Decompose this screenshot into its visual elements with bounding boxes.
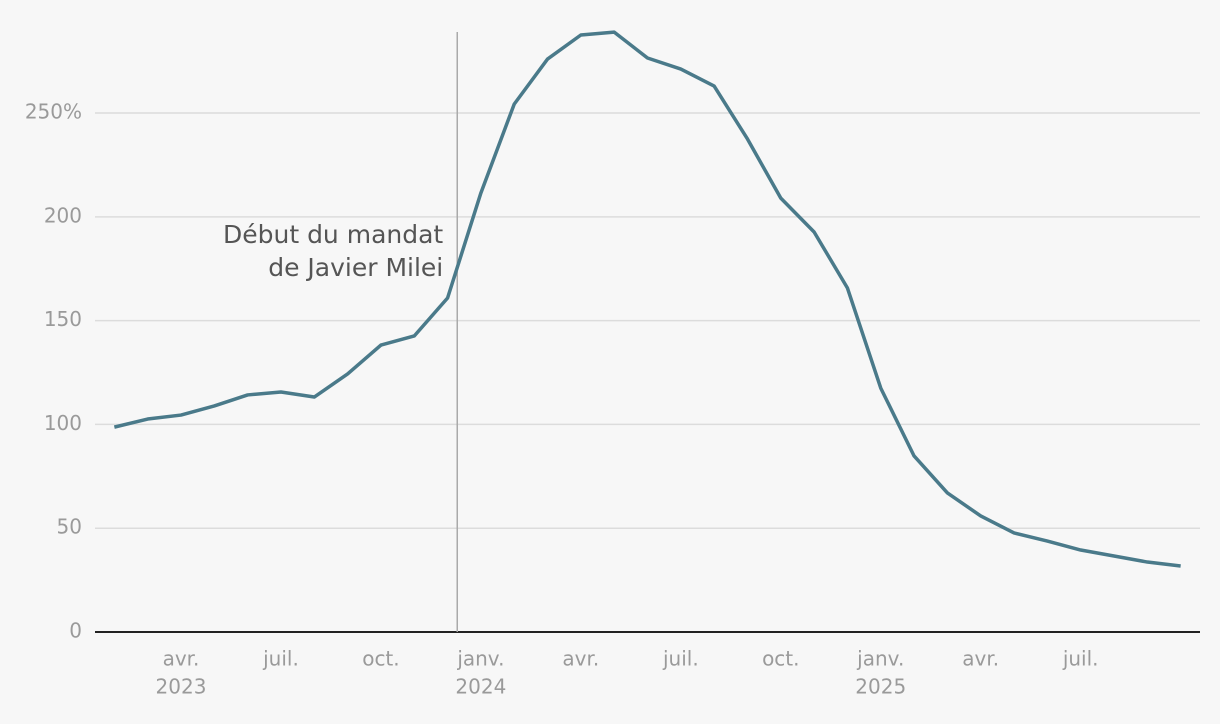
x-tick-label: janv. [856,647,904,671]
x-tick-label: oct. [762,647,799,671]
y-tick-label: 50 [57,515,82,539]
x-tick-label: juil. [662,647,699,671]
x-tick-label: juil. [1062,647,1099,671]
annotation-text: de Javier Milei [268,253,443,282]
x-tick-year: 2024 [455,675,506,699]
x-tick-year: 2023 [156,675,207,699]
x-tick-label: avr. [163,647,200,671]
y-tick-label: 200 [44,203,82,227]
x-tick-label: juil. [262,647,299,671]
x-tick-label: oct. [362,647,399,671]
x-tick-year: 2025 [855,675,906,699]
annotation-text: Début du mandat [223,220,443,249]
y-tick-label: 100 [44,411,82,435]
x-tick-label: janv. [456,647,504,671]
data-line [113,30,1181,568]
x-tick-label: avr. [962,647,999,671]
y-tick-label: 250% [25,100,82,124]
y-tick-label: 0 [69,619,82,643]
x-tick-label: avr. [562,647,599,671]
y-tick-label: 150 [44,307,82,331]
